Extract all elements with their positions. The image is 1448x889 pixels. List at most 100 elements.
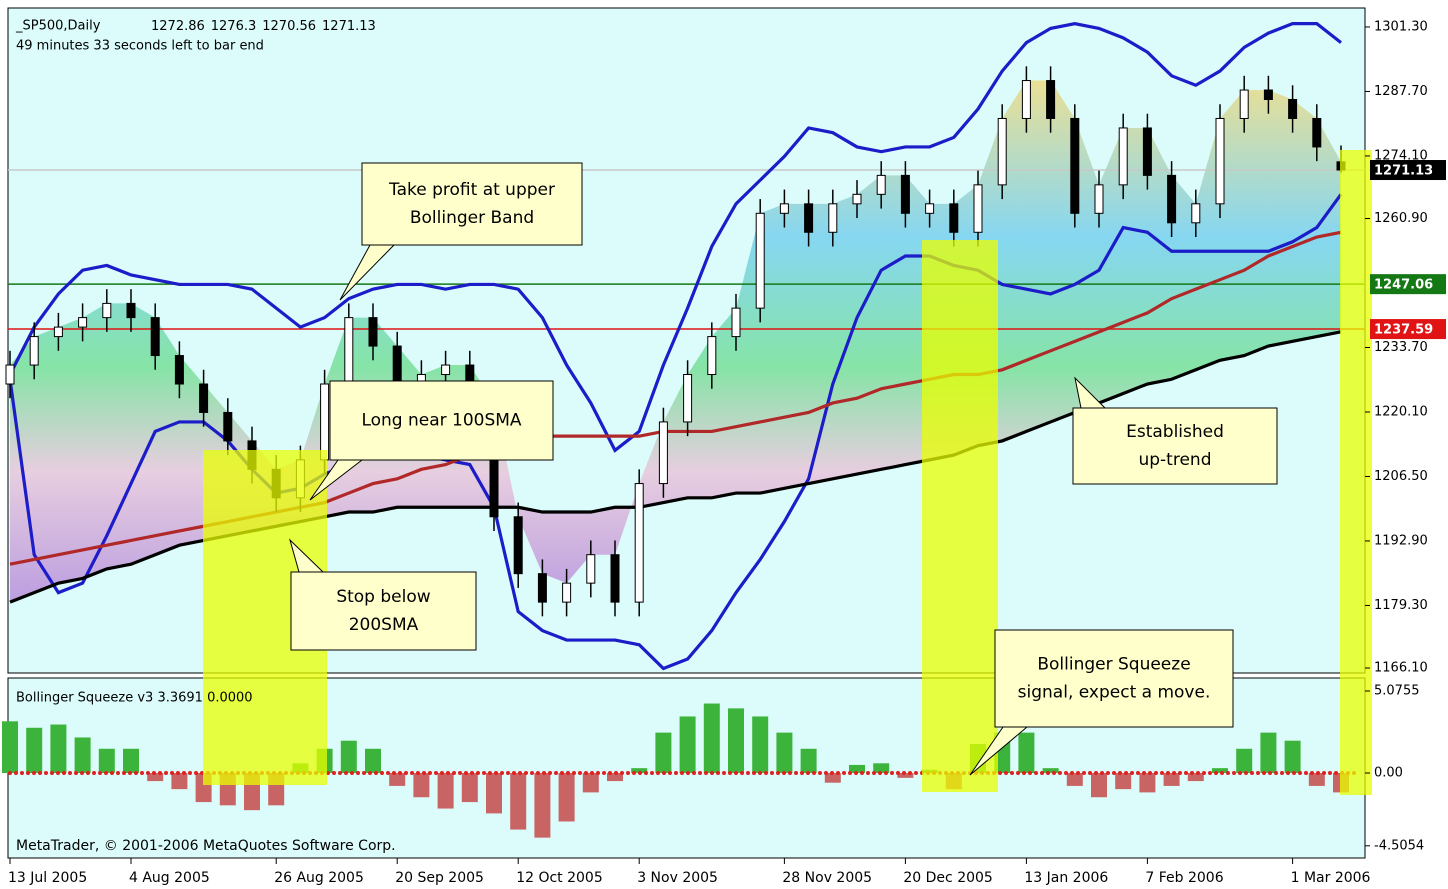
bar <box>26 727 43 774</box>
squeeze-dot <box>896 771 900 776</box>
squeeze-dot <box>674 771 678 776</box>
squeeze-dot <box>512 771 516 776</box>
x-tick-label: 13 Jan 2006 <box>1024 870 1108 886</box>
squeeze-dot <box>596 771 600 776</box>
squeeze-dot <box>1316 771 1320 776</box>
candle-body <box>562 582 572 603</box>
squeeze-dot <box>590 771 594 776</box>
bar <box>607 773 623 782</box>
candle-body <box>804 203 814 233</box>
squeeze-dot <box>572 771 576 776</box>
candle-body <box>683 374 693 423</box>
bar <box>74 737 91 774</box>
squeeze-dot <box>140 771 144 776</box>
squeeze-dot <box>1286 771 1290 776</box>
squeeze-dot <box>164 771 168 776</box>
callout-pointer <box>969 726 1028 776</box>
bar <box>2 721 18 774</box>
zone <box>922 240 998 792</box>
callout-text: Long near 100SMA <box>361 411 521 431</box>
squeeze-dot <box>848 771 852 776</box>
squeeze-dot <box>1274 771 1278 776</box>
squeeze-dot <box>482 771 486 776</box>
squeeze-dot <box>1190 771 1194 776</box>
header-value: 1271.13 <box>322 19 376 34</box>
squeeze-dot <box>56 771 60 776</box>
squeeze-dot <box>158 771 162 776</box>
callout-text: Take profit at upper <box>388 180 555 200</box>
squeeze-dot <box>620 771 624 776</box>
squeeze-dot <box>1292 771 1296 776</box>
squeeze-dot <box>800 771 804 776</box>
bar <box>50 724 67 774</box>
squeeze-dot <box>188 771 192 776</box>
bar <box>1260 732 1277 774</box>
squeeze-dot <box>536 771 540 776</box>
squeeze-dot <box>746 771 750 776</box>
squeeze-dot <box>626 771 630 776</box>
squeeze-dot <box>836 771 840 776</box>
squeeze-dot <box>1244 771 1248 776</box>
callout-text: signal, expect a move. <box>1018 683 1211 703</box>
squeeze-dot <box>872 771 876 776</box>
squeeze-dot <box>176 771 180 776</box>
callout-text: 200SMA <box>349 615 419 635</box>
header-value: 1272.86 <box>151 19 205 34</box>
squeeze-dot <box>146 771 150 776</box>
squeeze-dot <box>998 771 1002 776</box>
squeeze-dot <box>332 771 336 776</box>
candle-body <box>1167 174 1177 224</box>
squeeze-dot <box>1082 771 1086 776</box>
bar <box>1187 773 1204 782</box>
squeeze-dot <box>494 771 498 776</box>
bar <box>1284 740 1301 774</box>
squeeze-dot <box>92 771 96 776</box>
squeeze-dot <box>824 771 828 776</box>
squeeze-dot <box>1328 771 1332 776</box>
bar <box>147 773 164 782</box>
candle-body <box>852 193 862 205</box>
candle-body <box>658 421 668 485</box>
squeeze-dot <box>770 771 774 776</box>
callout-text: Bollinger Band <box>410 208 534 228</box>
y-tick-label: 0.00 <box>1374 766 1403 781</box>
squeeze-dot <box>368 771 372 776</box>
squeeze-dot <box>182 771 186 776</box>
squeeze-dot <box>692 771 696 776</box>
bar <box>340 740 357 774</box>
candle-body <box>707 336 717 376</box>
squeeze-dot <box>560 771 564 776</box>
candle-body <box>368 317 378 347</box>
x-tick-label: 26 Aug 2005 <box>274 870 364 886</box>
squeeze-dot <box>398 771 402 776</box>
candle-body <box>1118 127 1128 186</box>
x-tick-label: 1 Mar 2006 <box>1291 870 1371 886</box>
squeeze-dot <box>1250 771 1254 776</box>
squeeze-dot <box>62 771 66 776</box>
header-timer: 49 minutes 33 seconds left to bar end <box>16 39 264 54</box>
callout-pointer <box>339 244 395 301</box>
squeeze-dot <box>434 771 438 776</box>
squeeze-dot <box>890 771 894 776</box>
callout-pointer <box>309 459 363 501</box>
squeeze-dot <box>1100 771 1104 776</box>
squeeze-dot <box>80 771 84 776</box>
squeeze-dot <box>548 771 552 776</box>
level-box <box>1370 160 1446 181</box>
squeeze-dot <box>818 771 822 776</box>
y-tick-label: 1166.10 <box>1374 661 1428 676</box>
candle-body <box>1239 89 1249 119</box>
bar <box>1042 768 1059 774</box>
x-tick-label: 7 Feb 2006 <box>1145 870 1223 886</box>
header-value: 1276.3 <box>211 19 257 34</box>
squeeze-dot <box>392 771 396 776</box>
squeeze-dot <box>866 771 870 776</box>
squeeze-dot <box>602 771 606 776</box>
squeeze-dot <box>908 771 912 776</box>
bar <box>171 773 188 790</box>
y-tick-label: 1192.90 <box>1374 533 1428 548</box>
bar <box>849 764 865 774</box>
squeeze-dot <box>1214 771 1218 776</box>
y-tick-label: 1260.90 <box>1374 211 1428 226</box>
